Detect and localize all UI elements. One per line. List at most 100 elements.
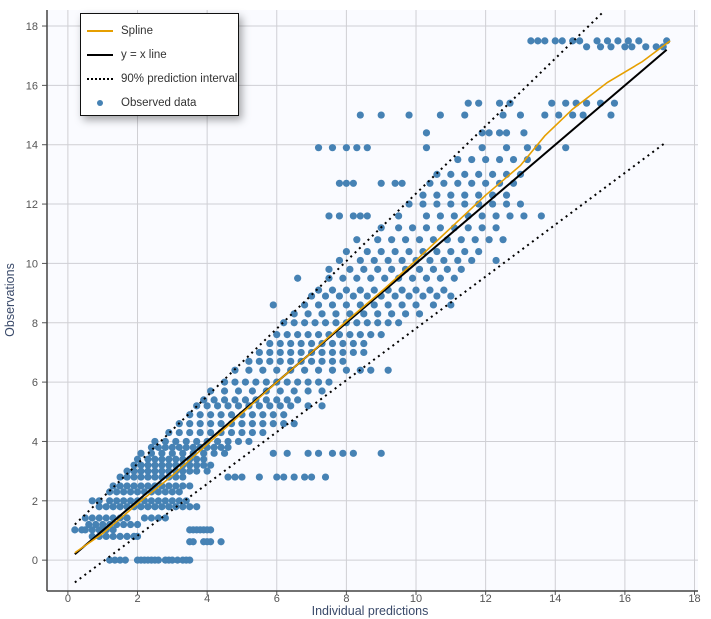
observed-point: [133, 520, 142, 529]
observed-point: [287, 357, 295, 365]
observed-point: [266, 357, 274, 365]
observed-point: [186, 503, 194, 511]
identity-line-swatch-icon: [87, 50, 113, 60]
observed-point: [349, 449, 357, 457]
observed-point: [273, 396, 281, 404]
observed-point: [133, 488, 142, 496]
y-tick-label: 18: [26, 21, 38, 33]
observed-point: [628, 43, 636, 51]
observed-point: [231, 473, 239, 481]
observed-point: [151, 437, 159, 446]
observed-point: [259, 420, 267, 428]
observed-point: [624, 37, 632, 45]
observed-point: [109, 482, 117, 490]
observed-point: [161, 514, 169, 522]
observed-point: [179, 449, 187, 457]
observed-point: [294, 396, 302, 404]
observed-point: [106, 497, 114, 505]
observed-point: [304, 331, 312, 339]
observed-point: [301, 301, 309, 309]
observed-point: [137, 503, 145, 511]
observed-point: [405, 111, 413, 119]
observed-point: [339, 357, 347, 365]
legend-label: y = x line: [121, 49, 167, 61]
observed-point: [255, 348, 263, 357]
observed-point: [328, 366, 337, 374]
observed-point: [200, 455, 208, 463]
observed-point: [179, 473, 187, 481]
observed-point: [537, 212, 545, 220]
observed-point: [388, 310, 396, 318]
observed-point: [241, 378, 250, 386]
observed-point: [492, 212, 500, 220]
observed-point: [339, 348, 347, 357]
observed-point: [147, 449, 156, 457]
observed-point: [395, 212, 403, 220]
observed-point: [203, 467, 211, 475]
observed-point: [464, 224, 472, 232]
spline-swatch-icon: [87, 26, 113, 36]
observed-point: [217, 411, 225, 419]
observed-point: [335, 256, 344, 265]
observed-point: [113, 497, 121, 505]
dot-swatch-icon: [87, 98, 113, 108]
observed-point: [245, 366, 253, 374]
observed-point: [280, 411, 288, 419]
observed-point: [165, 482, 173, 490]
observed-point: [123, 473, 131, 481]
observed-point: [415, 265, 424, 273]
observed-point: [325, 265, 333, 273]
observed-point: [179, 503, 187, 511]
observed-point: [471, 236, 479, 244]
observed-point: [325, 212, 333, 220]
observed-point: [182, 443, 190, 451]
observed-point: [318, 357, 326, 365]
observed-point: [262, 378, 270, 386]
observed-point: [203, 402, 211, 410]
observed-point: [321, 292, 330, 300]
observed-point: [193, 503, 201, 511]
observed-point: [360, 265, 368, 273]
observed-point: [144, 467, 152, 475]
observed-point: [374, 319, 382, 327]
observed-point: [137, 461, 145, 469]
observed-point: [349, 339, 357, 348]
observed-point: [213, 402, 222, 410]
observed-point: [196, 411, 204, 419]
observed-point: [224, 402, 232, 410]
observed-point: [304, 310, 312, 318]
axes: 0 2 4 6 8 10 12 14 16 18 0 2 4 6 8 10 12 14 16 18: [26, 10, 701, 605]
observed-point: [478, 129, 486, 137]
observed-point: [147, 497, 156, 505]
x-tick-label: 4: [204, 593, 210, 605]
observed-point: [603, 37, 612, 45]
observed-point: [210, 449, 218, 457]
observed-point: [475, 99, 483, 107]
observed-point: [377, 449, 385, 457]
observed-point: [220, 378, 229, 386]
observed-point: [172, 482, 180, 490]
observed-point: [454, 179, 462, 187]
observed-point: [273, 473, 281, 481]
observed-point: [207, 420, 215, 428]
observed-point: [314, 378, 323, 386]
observed-point: [321, 319, 330, 327]
observed-point: [95, 503, 103, 511]
observed-point: [523, 155, 532, 164]
legend: Spline y = x line 90% prediction interva…: [80, 13, 239, 116]
observed-point: [106, 488, 114, 496]
observed-point: [614, 37, 622, 45]
observed-point: [440, 286, 448, 294]
observed-point: [436, 274, 444, 282]
observed-point: [234, 387, 243, 395]
observed-point: [304, 402, 312, 410]
observed-point: [186, 556, 194, 564]
observed-point: [482, 179, 490, 187]
observed-point: [516, 111, 525, 119]
observed-point: [419, 191, 427, 199]
observed-point: [71, 526, 79, 534]
observed-point: [290, 319, 298, 327]
observed-point: [346, 331, 354, 339]
observed-point: [248, 420, 256, 428]
observed-point: [506, 99, 514, 107]
